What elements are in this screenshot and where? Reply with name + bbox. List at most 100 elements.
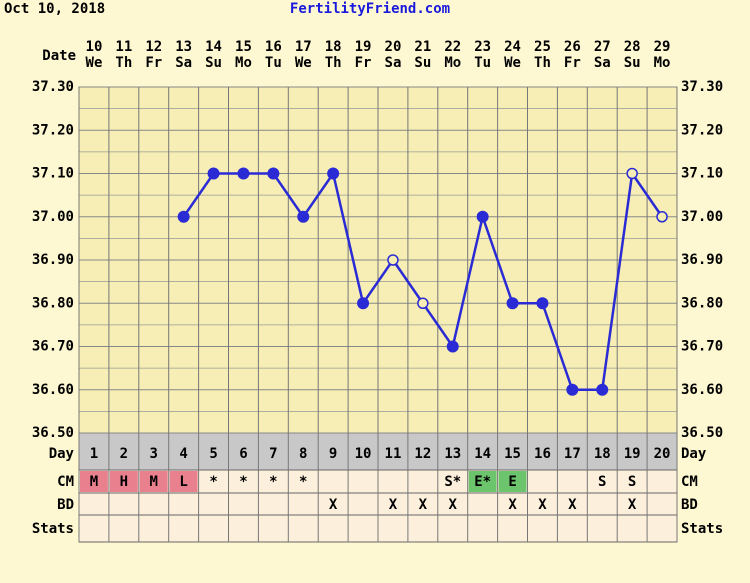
cycle-day: 20 bbox=[654, 446, 671, 462]
cm-value: M bbox=[90, 474, 98, 490]
temperature-point bbox=[297, 210, 310, 223]
cycle-day: 10 bbox=[355, 446, 372, 462]
cycle-day: 16 bbox=[534, 446, 551, 462]
bd-value: X bbox=[329, 497, 338, 513]
cm-value: E bbox=[508, 474, 516, 490]
bd-value: X bbox=[538, 497, 547, 513]
y-tick-label-right: 36.80 bbox=[681, 295, 723, 311]
weekday-label: Su bbox=[414, 55, 431, 71]
weekday-label: Mo bbox=[444, 55, 461, 71]
weekday-label: Mo bbox=[654, 55, 671, 71]
temperature-point bbox=[207, 167, 220, 180]
cycle-day: 3 bbox=[150, 446, 158, 462]
cm-cell bbox=[169, 471, 198, 492]
temperature-point bbox=[446, 340, 459, 353]
temperature-point bbox=[626, 167, 638, 180]
bd-value: X bbox=[568, 497, 577, 513]
cycle-day: 13 bbox=[444, 446, 461, 462]
row-label-right: Day bbox=[681, 446, 707, 462]
y-tick-label-right: 37.00 bbox=[681, 209, 723, 225]
y-tick-label: 37.10 bbox=[32, 166, 74, 182]
temperature-point bbox=[566, 383, 579, 396]
date-label: 17 bbox=[295, 39, 312, 55]
cm-cell bbox=[498, 471, 527, 492]
cycle-day: 2 bbox=[120, 446, 128, 462]
bd-value: X bbox=[449, 497, 458, 513]
chart-date: Oct 10, 2018 bbox=[4, 1, 105, 17]
cycle-day: 11 bbox=[385, 446, 402, 462]
weekday-label: Fr bbox=[145, 55, 162, 71]
temperature-point bbox=[536, 297, 549, 310]
date-label: 13 bbox=[175, 39, 192, 55]
date-label: 19 bbox=[355, 39, 372, 55]
y-tick-label: 37.20 bbox=[32, 122, 74, 138]
cm-value: H bbox=[120, 474, 128, 490]
temperature-point bbox=[357, 297, 370, 310]
temperature-point bbox=[327, 167, 340, 180]
temperature-point bbox=[656, 211, 668, 223]
date-label: 15 bbox=[235, 39, 252, 55]
cycle-day: 12 bbox=[414, 446, 431, 462]
date-label: 21 bbox=[414, 39, 431, 55]
date-label: 24 bbox=[504, 39, 521, 55]
y-tick-label: 36.90 bbox=[32, 252, 74, 268]
cm-cell bbox=[468, 471, 497, 492]
cycle-day: 5 bbox=[209, 446, 217, 462]
cm-value: * bbox=[269, 474, 277, 490]
date-label: 16 bbox=[265, 39, 282, 55]
cycle-day: 9 bbox=[329, 446, 337, 462]
y-tick-label-right: 37.30 bbox=[681, 79, 723, 95]
cm-value: L bbox=[179, 474, 187, 490]
temperature-point bbox=[506, 297, 519, 310]
temperature-point bbox=[237, 167, 250, 180]
cm-value: * bbox=[299, 474, 307, 490]
weekday-label: Su bbox=[624, 55, 641, 71]
temperature-point bbox=[177, 210, 190, 223]
weekday-label: Sa bbox=[385, 55, 402, 71]
date-label: 28 bbox=[624, 39, 641, 55]
weekday-label: Mo bbox=[235, 55, 252, 71]
row-label-right: BD bbox=[681, 497, 698, 513]
y-tick-label: 37.30 bbox=[32, 79, 74, 95]
bd-value: X bbox=[389, 497, 398, 513]
cm-cell bbox=[109, 471, 138, 492]
row-label-right: Stats bbox=[681, 521, 723, 537]
date-label: 18 bbox=[325, 39, 342, 55]
cycle-day: 17 bbox=[564, 446, 581, 462]
row-label: Stats bbox=[32, 521, 74, 537]
date-label: 10 bbox=[86, 39, 103, 55]
date-label: 29 bbox=[654, 39, 671, 55]
cycle-day: 18 bbox=[594, 446, 611, 462]
y-tick-label: 36.70 bbox=[32, 339, 74, 355]
date-label: 23 bbox=[474, 39, 491, 55]
temperature-point bbox=[387, 254, 399, 266]
y-tick-label-right: 36.90 bbox=[681, 252, 723, 268]
bd-value: X bbox=[628, 497, 637, 513]
cycle-day: 8 bbox=[299, 446, 307, 462]
y-tick-label: 36.50 bbox=[32, 425, 74, 441]
row-label: Day bbox=[49, 446, 75, 462]
cycle-day: 7 bbox=[269, 446, 277, 462]
cm-value: * bbox=[209, 474, 217, 490]
date-label: 20 bbox=[385, 39, 402, 55]
temperature-point bbox=[417, 297, 429, 309]
weekday-label: Th bbox=[325, 55, 342, 71]
cycle-day: 19 bbox=[624, 446, 641, 462]
site-name: FertilityFriend.com bbox=[290, 1, 450, 17]
weekday-label: Tu bbox=[474, 55, 491, 71]
cycle-day: 1 bbox=[90, 446, 98, 462]
weekday-label: Sa bbox=[175, 55, 192, 71]
weekday-label: We bbox=[295, 55, 312, 71]
y-tick-label-right: 36.50 bbox=[681, 425, 723, 441]
row-label: CM bbox=[57, 474, 74, 490]
cycle-day: 4 bbox=[179, 446, 187, 462]
cm-value: E* bbox=[474, 474, 491, 490]
row-label: BD bbox=[57, 497, 74, 513]
cycle-day: 6 bbox=[239, 446, 247, 462]
temperature-point bbox=[476, 210, 489, 223]
temperature-point bbox=[596, 383, 609, 396]
date-label: 11 bbox=[115, 39, 132, 55]
cycle-day: 15 bbox=[504, 446, 521, 462]
